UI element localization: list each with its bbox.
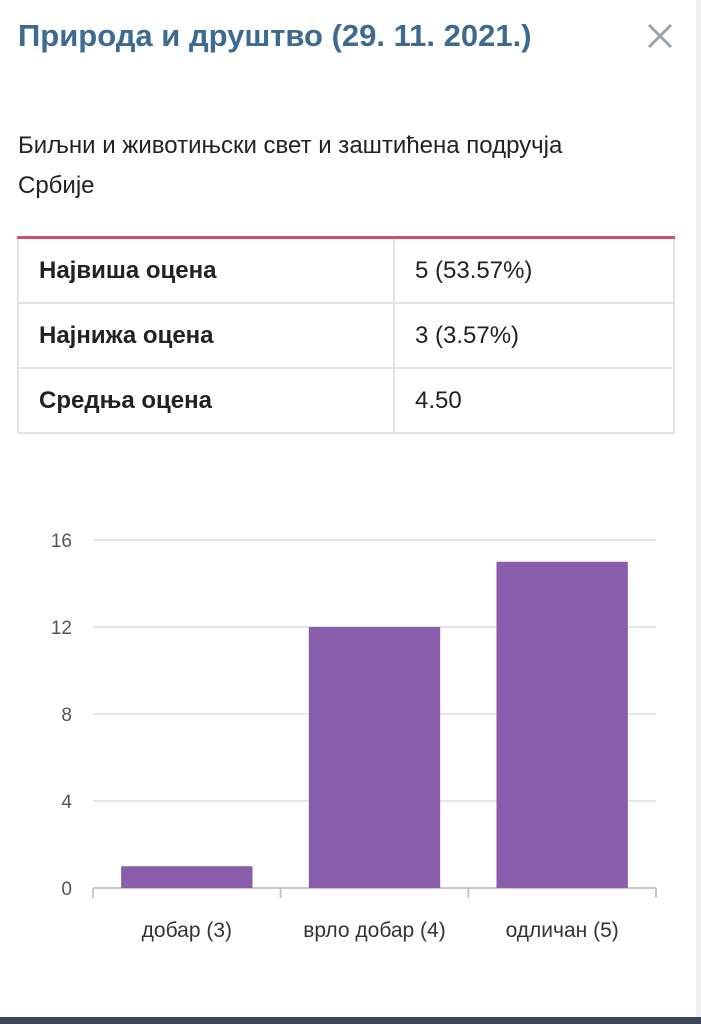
y-tick-label: 0 <box>61 879 72 900</box>
bar <box>496 561 628 888</box>
bar <box>121 866 253 888</box>
grade-stats-table: Највиша оцена 5 (53.57%) Најнижа оцена 3… <box>17 236 675 434</box>
x-tick-label: врло добар (4) <box>303 919 445 942</box>
stat-value: 3 (3.57%) <box>393 302 675 369</box>
table-row: Средња оцена 4.50 <box>17 367 675 434</box>
stat-label: Средња оцена <box>17 367 395 434</box>
page-title: Природа и друштво (29. 11. 2021.) <box>18 18 532 53</box>
bottom-bar <box>0 1017 701 1024</box>
stat-label: Најнижа оцена <box>17 302 395 369</box>
y-tick-label: 16 <box>51 531 72 552</box>
close-button[interactable] <box>640 16 680 56</box>
close-icon <box>647 23 673 49</box>
table-row: Најнижа оцена 3 (3.57%) <box>17 302 675 369</box>
y-tick-label: 12 <box>51 618 72 639</box>
test-subject: Биљни и животињски свет и заштићена подр… <box>18 132 563 199</box>
x-tick-label: одличан (5) <box>506 919 619 942</box>
bar <box>308 627 441 888</box>
x-tick-label: добар (3) <box>142 919 232 942</box>
stat-value: 4.50 <box>393 367 675 434</box>
y-tick-label: 8 <box>61 705 72 726</box>
scroll-edge <box>696 0 701 1024</box>
stat-value: 5 (53.57%) <box>393 236 675 304</box>
grade-distribution-chart: 0 4 8 12 16 добар (3) врло добар (4) одличан (5… <box>51 531 657 942</box>
stat-label: Највиша оцена <box>17 236 395 304</box>
table-row: Највиша оцена 5 (53.57%) <box>17 236 675 304</box>
y-tick-label: 4 <box>61 792 72 813</box>
